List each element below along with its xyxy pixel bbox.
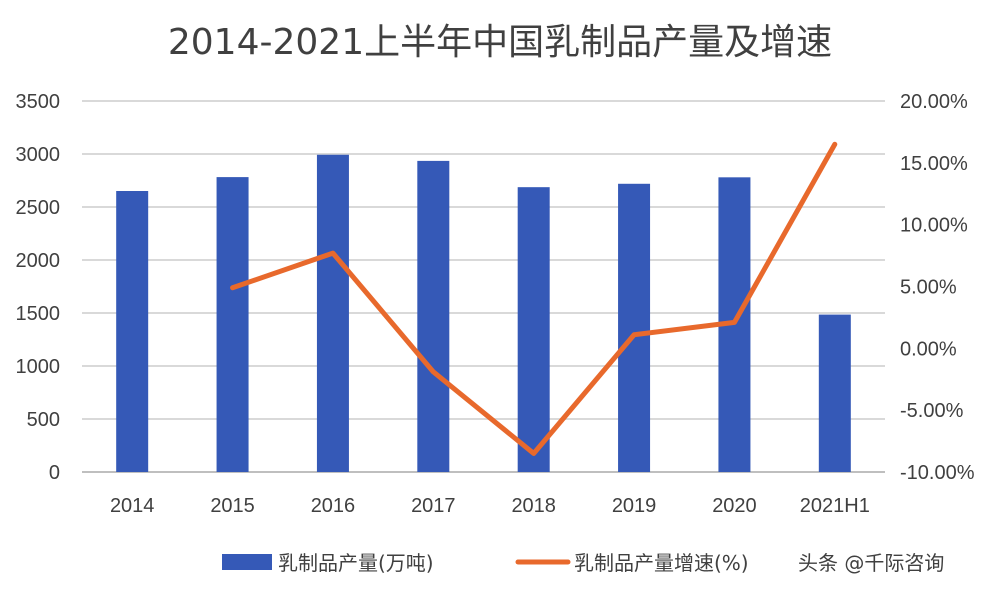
legend-label-line: 乳制品产量增速(%) <box>574 551 749 575</box>
bar-2019 <box>618 183 651 472</box>
y-left-tick-label: 0 <box>49 462 60 484</box>
x-tick-label: 2016 <box>311 495 356 517</box>
y-right-tick-label: 0.00% <box>900 338 957 360</box>
bar-2014 <box>116 190 149 472</box>
watermark: 头条 @千际咨询 <box>798 551 944 575</box>
x-tick-label: 2020 <box>712 495 757 517</box>
x-tick-label: 2018 <box>511 495 556 517</box>
bar-2017 <box>417 160 450 472</box>
y-left-tick-label: 3000 <box>16 144 61 166</box>
x-tick-label: 2015 <box>210 495 255 517</box>
y-right-tick-label: 10.00% <box>900 215 968 237</box>
x-tick-label: 2021H1 <box>800 495 870 517</box>
y-left-tick-label: 2000 <box>16 250 61 272</box>
bar-2021H1 <box>818 314 851 472</box>
bar-2015 <box>216 177 249 472</box>
y-right-tick-label: -5.00% <box>900 400 964 422</box>
y-left-tick-label: 1500 <box>16 303 61 325</box>
x-tick-label: 2017 <box>411 495 456 517</box>
y-right-tick-label: -10.00% <box>900 462 975 484</box>
chart-title: 2014-2021上半年中国乳制品产量及增速 <box>168 22 832 63</box>
y-left-tick-label: 2500 <box>16 197 61 219</box>
legend-label-bar: 乳制品产量(万吨) <box>278 551 434 575</box>
x-tick-label: 2014 <box>110 495 155 517</box>
legend-swatch-bar <box>222 554 272 570</box>
y-right-tick-label: 20.00% <box>900 91 968 113</box>
y-left-tick-label: 1000 <box>16 356 61 378</box>
x-tick-label: 2019 <box>612 495 657 517</box>
bar-2016 <box>316 154 349 472</box>
y-right-tick-label: 5.00% <box>900 277 957 299</box>
y-left-tick-label: 500 <box>27 409 60 431</box>
y-right-tick-label: 15.00% <box>900 153 968 175</box>
legend: 乳制品产量(万吨) 乳制品产量增速(%) 头条 @千际咨询 <box>222 551 944 575</box>
y-left-tick-label: 3500 <box>16 91 61 113</box>
bar-2018 <box>517 187 550 473</box>
